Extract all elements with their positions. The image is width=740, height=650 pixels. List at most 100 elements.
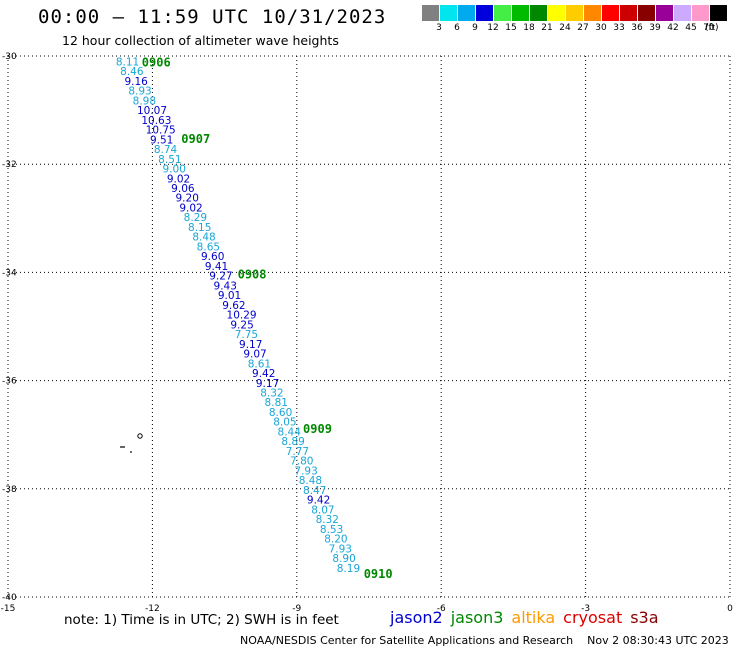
wave-height-label: 8.81 xyxy=(265,397,288,409)
legend-swatch xyxy=(440,5,457,21)
credit-text: NOAA/NESDIS Center for Satellite Applica… xyxy=(240,634,574,647)
wave-height-label: 8.44 xyxy=(278,426,302,438)
wave-height-label: 10.63 xyxy=(141,115,171,127)
satellite-cryosat: cryosat xyxy=(563,608,623,627)
lon-tick-label: -3 xyxy=(581,604,590,614)
pass-time-label: 0906 xyxy=(142,55,171,69)
satellite-legend: jason2 jason3 altika cryosat s3a xyxy=(390,608,667,627)
legend-tick-label: 39 xyxy=(649,23,661,33)
credit-line: NOAA/NESDIS Center for Satellite Applica… xyxy=(240,634,729,647)
pass-time-label: 0907 xyxy=(181,132,210,146)
wave-height-label: 7.80 xyxy=(290,456,313,468)
legend-swatch xyxy=(422,5,439,21)
legend-tick-label: 18 xyxy=(523,23,535,33)
legend-tick-label: 6 xyxy=(454,23,460,33)
wave-height-label: 8.60 xyxy=(269,407,292,419)
wave-height-label: 8.74 xyxy=(154,144,178,156)
wave-height-label: 7.93 xyxy=(329,543,352,555)
legend-swatch xyxy=(530,5,547,21)
wave-height-label: 9.43 xyxy=(214,280,237,292)
legend-swatch xyxy=(620,5,637,21)
map-grid: -30-32-34-36-38-40-15 -12 -9 -6 -3 0 xyxy=(1,52,733,614)
wave-height-label: 9.06 xyxy=(171,183,195,195)
wave-height-label: 8.07 xyxy=(311,504,334,516)
footer-note: note: 1) Time is in UTC; 2) SWH is in fe… xyxy=(64,612,339,628)
lat-tick-label: -30 xyxy=(2,52,17,62)
legend-tick-label: 27 xyxy=(577,23,589,33)
wave-height-label: 9.00 xyxy=(163,164,186,176)
legend-tick-label: 42 xyxy=(667,23,679,33)
wave-height-label: 9.16 xyxy=(124,76,148,88)
wave-height-label: 9.20 xyxy=(176,193,199,205)
wave-height-label: 9.02 xyxy=(179,202,202,214)
satellite-jason2: jason2 xyxy=(390,608,443,627)
legend-tick-label: 9 xyxy=(472,23,478,33)
wave-height-label: 8.46 xyxy=(120,66,144,78)
legend-tick-label: 36 xyxy=(631,23,643,33)
lat-tick-label: -38 xyxy=(2,485,17,495)
wave-height-label: 10.75 xyxy=(146,125,176,137)
legend-swatch xyxy=(512,5,529,21)
wave-height-label: 8.51 xyxy=(158,154,181,166)
lat-tick-label: -36 xyxy=(2,377,17,387)
legend-tick-label: 21 xyxy=(541,23,553,33)
wave-height-label: 8.32 xyxy=(316,514,339,526)
wave-height-label: 9.42 xyxy=(252,368,275,380)
wave-height-label: 8.90 xyxy=(332,553,355,565)
wave-height-label: 9.60 xyxy=(201,251,224,263)
legend-swatch xyxy=(710,5,727,21)
legend-swatch xyxy=(584,5,601,21)
wave-height-label: 8.89 xyxy=(281,436,304,448)
legend-swatch xyxy=(692,5,709,21)
wave-height-label: 7.77 xyxy=(286,446,309,458)
wave-height-label: 9.27 xyxy=(209,271,232,283)
wave-height-label: 8.11 xyxy=(116,56,139,68)
legend-swatch xyxy=(566,5,583,21)
lon-tick-label: 0 xyxy=(727,604,733,614)
wave-height-label: 8.32 xyxy=(260,388,283,400)
legend-tick-label: 15 xyxy=(505,23,517,33)
wave-height-label: 9.62 xyxy=(222,300,245,312)
legend-tick-label: 12 xyxy=(487,23,499,33)
legend-tick-label: 33 xyxy=(613,23,625,33)
wave-height-label: 8.15 xyxy=(188,222,211,234)
legend-swatch xyxy=(476,5,493,21)
island-shape xyxy=(130,451,132,453)
satellite-jason3: jason3 xyxy=(450,608,504,627)
legend-tick-label: 45 xyxy=(685,23,697,33)
wave-height-label: 9.17 xyxy=(239,339,262,351)
wave-height-label: 8.98 xyxy=(133,95,156,107)
wave-height-label: 9.42 xyxy=(307,495,330,507)
wave-height-label: 8.61 xyxy=(248,358,271,370)
pass-time-label: 0909 xyxy=(303,422,332,436)
satellite-altika: altika xyxy=(511,608,556,627)
pass-time-label: 0910 xyxy=(364,567,393,581)
legend-tick-label: 70 xyxy=(703,23,715,33)
satellite-s3a: s3a xyxy=(630,608,659,627)
map-title: 00:00 – 11:59 UTC 10/31/2023 xyxy=(38,6,387,28)
legend-swatch xyxy=(458,5,475,21)
wave-height-label: 9.51 xyxy=(150,134,173,146)
wave-height-label: 8.19 xyxy=(337,563,360,575)
lat-tick-label: -32 xyxy=(2,160,17,170)
wave-height-label: 9.07 xyxy=(243,349,266,361)
lon-tick-label: -6 xyxy=(437,604,446,614)
legend-swatch xyxy=(674,5,691,21)
wave-height-label: 8.93 xyxy=(128,86,151,98)
wave-height-label: 9.25 xyxy=(230,319,253,331)
wave-height-label: 10.29 xyxy=(227,310,257,322)
lon-tick-label: -9 xyxy=(292,604,301,614)
wave-height-label: 8.47 xyxy=(303,485,326,497)
legend-tick-label: 30 xyxy=(595,23,607,33)
lon-tick-label: -12 xyxy=(145,604,160,614)
legend-tick-label: 3 xyxy=(436,23,442,33)
lat-tick-label: -34 xyxy=(2,268,17,278)
wave-height-label: 8.48 xyxy=(192,232,215,244)
wave-height-label: 7.93 xyxy=(294,465,317,477)
wave-height-label: 7.75 xyxy=(235,329,258,341)
lon-tick-label: -15 xyxy=(1,604,16,614)
generated-timestamp: Nov 2 08:30:43 UTC 2023 xyxy=(587,634,729,647)
wave-height-label: 8.65 xyxy=(197,241,220,253)
pass-time-label: 0908 xyxy=(238,267,267,281)
